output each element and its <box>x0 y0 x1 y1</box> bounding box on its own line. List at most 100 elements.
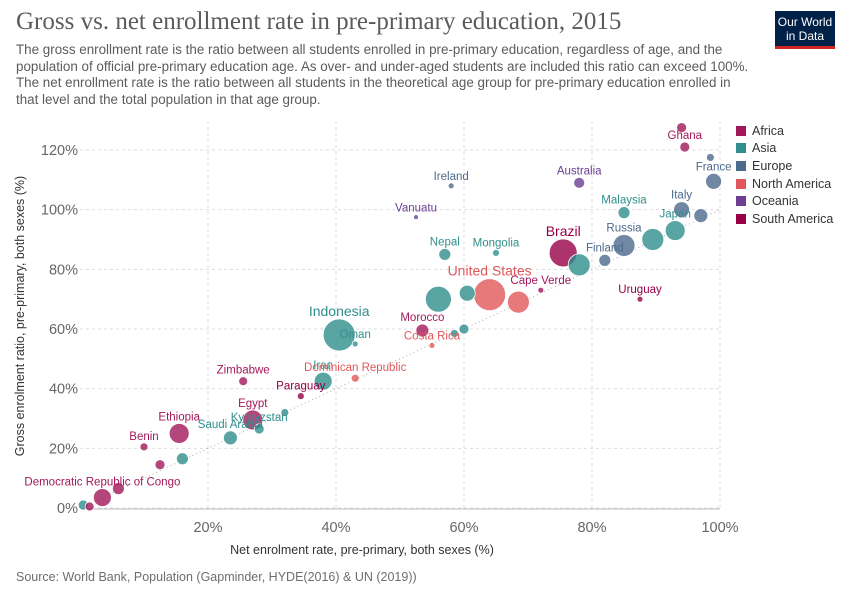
data-point[interactable] <box>449 329 459 338</box>
legend-swatch <box>736 143 746 154</box>
data-point[interactable] <box>492 249 500 257</box>
data-point[interactable] <box>706 153 715 162</box>
point-label: Japan <box>660 209 691 221</box>
legend-swatch <box>736 125 746 136</box>
legend-label: Europe <box>752 158 793 173</box>
y-tick-label: 100% <box>41 203 78 219</box>
data-point[interactable] <box>93 488 112 507</box>
data-point[interactable] <box>438 248 452 261</box>
data-point[interactable] <box>253 423 265 435</box>
data-point[interactable] <box>612 234 636 257</box>
grid-lines <box>79 122 721 510</box>
point-label: Indonesia <box>309 303 370 319</box>
data-point[interactable] <box>598 253 612 267</box>
data-point[interactable] <box>413 214 419 221</box>
x-tick-label: 80% <box>577 520 606 536</box>
legend-swatch <box>736 213 746 224</box>
data-point[interactable] <box>350 373 360 383</box>
data-point[interactable] <box>428 342 436 349</box>
data-point[interactable] <box>641 228 665 251</box>
point-label: Nepal <box>430 236 460 248</box>
point-label: Costa Rica <box>404 330 461 342</box>
x-tick-label: 40% <box>321 520 350 536</box>
logo-accent-bar <box>775 46 835 49</box>
data-point[interactable] <box>617 206 631 220</box>
data-point[interactable] <box>415 323 430 338</box>
data-point[interactable] <box>705 172 722 190</box>
data-points <box>77 122 722 512</box>
legend-item[interactable]: South America <box>736 210 833 228</box>
legend-item[interactable]: Oceania <box>736 192 833 210</box>
point-label: Ghana <box>668 130 703 142</box>
data-point[interactable] <box>458 323 470 335</box>
legend-item[interactable]: Asia <box>736 140 833 158</box>
data-point[interactable] <box>679 141 691 153</box>
point-label: Malaysia <box>601 195 647 207</box>
data-point[interactable] <box>112 482 125 496</box>
point-label: Egypt <box>238 398 268 410</box>
point-label: France <box>696 161 732 173</box>
data-point[interactable] <box>664 220 686 241</box>
data-point[interactable] <box>313 371 333 391</box>
data-point[interactable] <box>567 253 591 277</box>
point-label: Italy <box>671 190 692 202</box>
point-label: Mongolia <box>473 237 520 249</box>
data-point[interactable] <box>693 208 709 224</box>
data-point[interactable] <box>537 286 545 294</box>
point-label: Ireland <box>434 171 469 183</box>
data-point[interactable] <box>139 442 149 452</box>
point-label: United States <box>448 263 532 279</box>
legend-swatch <box>736 196 746 207</box>
data-point[interactable] <box>222 430 238 446</box>
owid-logo[interactable]: Our World in Data <box>775 11 835 49</box>
data-point[interactable] <box>154 459 166 471</box>
data-point[interactable] <box>636 295 644 303</box>
y-tick-label: 120% <box>41 143 78 159</box>
legend-item[interactable]: Europe <box>736 157 833 175</box>
point-label: Iran <box>313 360 333 372</box>
data-point[interactable] <box>168 423 190 444</box>
chart-subtitle: The gross enrollment rate is the ratio b… <box>16 42 749 107</box>
data-point[interactable] <box>351 340 359 348</box>
point-label: Oman <box>340 329 371 341</box>
point-label: Ethiopia <box>158 411 200 423</box>
data-point[interactable] <box>175 452 189 466</box>
point-label: Australia <box>557 165 602 177</box>
data-point[interactable] <box>296 392 305 401</box>
legend-item[interactable]: Africa <box>736 122 833 140</box>
logo-line-1: Our World <box>777 15 833 29</box>
source-note: Source: World Bank, Population (Gapminde… <box>16 570 417 584</box>
x-tick-label: 100% <box>701 520 738 536</box>
legend-item[interactable]: North America <box>736 175 833 193</box>
data-point[interactable] <box>280 408 290 417</box>
y-tick-label: 80% <box>49 262 78 278</box>
legend-swatch <box>736 178 746 189</box>
logo-line-2: in Data <box>785 29 825 43</box>
data-point[interactable] <box>573 176 586 189</box>
data-point[interactable] <box>507 290 530 314</box>
data-point[interactable] <box>458 284 476 302</box>
y-tick-label: 60% <box>49 322 78 338</box>
point-label: Democratic Republic of Congo <box>24 477 180 489</box>
data-point[interactable] <box>424 285 452 313</box>
data-point[interactable] <box>473 278 507 312</box>
data-point[interactable] <box>238 376 249 387</box>
point-label: Paraguay <box>276 381 325 393</box>
point-label: Zimbabwe <box>217 365 270 377</box>
reference-line <box>79 209 721 509</box>
legend-label: North America <box>752 176 832 191</box>
point-label: Morocco <box>400 312 444 324</box>
axis-ticks: 0% 20% 40% 60% 80% 100% 120% 20% 40% 60% 80% 100% <box>41 143 739 536</box>
data-point[interactable] <box>676 122 687 134</box>
chart-title: Gross vs. net enrollment rate in pre-pri… <box>16 8 622 35</box>
point-label: Saudi Arabia <box>198 419 264 431</box>
legend-label: Oceania <box>752 194 799 209</box>
data-point[interactable] <box>322 318 356 352</box>
y-axis-label: Gross enrolment ratio, pre-primary, both… <box>13 176 27 456</box>
legend-label: South America <box>752 211 834 226</box>
data-point[interactable] <box>447 182 455 190</box>
legend-label: Africa <box>752 123 784 138</box>
data-point[interactable] <box>84 501 95 512</box>
data-point[interactable] <box>673 201 690 219</box>
